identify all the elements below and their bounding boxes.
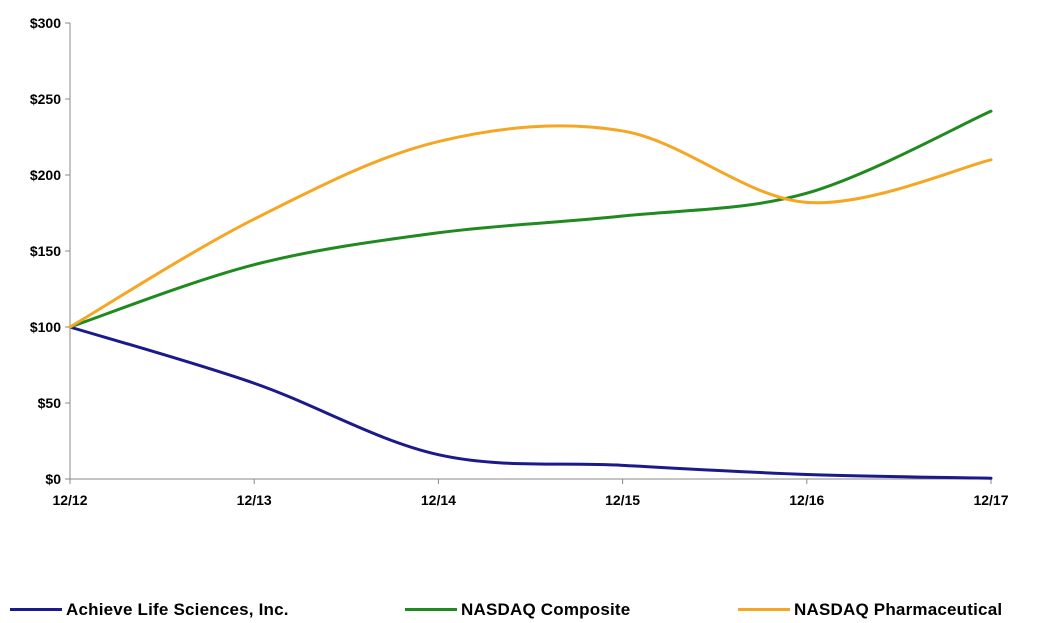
legend-item-nasdaq-composite: NASDAQ Composite <box>405 596 630 623</box>
series-line-1 <box>68 109 993 329</box>
axes: $0 $50 $100 $150 $200 $250 $300 12/12 12/13 12/14… <box>30 15 1009 508</box>
x-tick-label: 12/14 <box>421 492 456 508</box>
legend-swatch-nasdaq-composite <box>405 608 457 611</box>
legend-label-achieve: Achieve Life Sciences, Inc. <box>66 599 289 619</box>
y-tick-label: $200 <box>30 167 61 183</box>
x-tick-label: 12/17 <box>973 492 1008 508</box>
legend: Achieve Life Sciences, Inc. NASDAQ Compo… <box>0 596 1055 623</box>
series-line-2 <box>68 124 993 329</box>
x-tick-label: 12/15 <box>605 492 640 508</box>
y-tick-label: $0 <box>45 471 61 487</box>
x-tick-label: 12/16 <box>789 492 824 508</box>
x-tick-label: 12/13 <box>237 492 272 508</box>
legend-label-nasdaq-pharmaceutical: NASDAQ Pharmaceutical <box>794 599 1003 619</box>
y-tick-label: $150 <box>30 243 61 259</box>
legend-item-nasdaq-pharmaceutical: NASDAQ Pharmaceutical <box>738 596 1002 623</box>
series-lines <box>68 109 993 480</box>
y-tick-label: $300 <box>30 15 61 31</box>
y-tick-label: $50 <box>38 395 62 411</box>
y-tick-label: $250 <box>30 91 61 107</box>
x-tick-label: 12/12 <box>52 492 87 508</box>
legend-item-achieve: Achieve Life Sciences, Inc. <box>10 596 289 623</box>
legend-swatch-nasdaq-pharmaceutical <box>738 608 790 611</box>
legend-swatch-achieve <box>10 608 62 611</box>
legend-label-nasdaq-composite: NASDAQ Composite <box>461 599 631 619</box>
y-tick-label: $100 <box>30 319 61 335</box>
series-line-0 <box>68 325 993 480</box>
